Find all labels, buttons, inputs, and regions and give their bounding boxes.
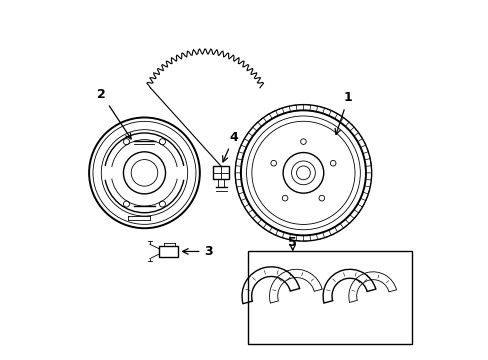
Text: 2: 2 bbox=[97, 88, 131, 139]
Text: 3: 3 bbox=[182, 245, 213, 258]
Text: 5: 5 bbox=[288, 236, 297, 249]
Bar bbox=[247, 251, 411, 344]
Text: 1: 1 bbox=[334, 91, 352, 135]
Text: 4: 4 bbox=[222, 131, 238, 162]
Bar bbox=[159, 246, 178, 257]
Bar bbox=[213, 166, 229, 179]
